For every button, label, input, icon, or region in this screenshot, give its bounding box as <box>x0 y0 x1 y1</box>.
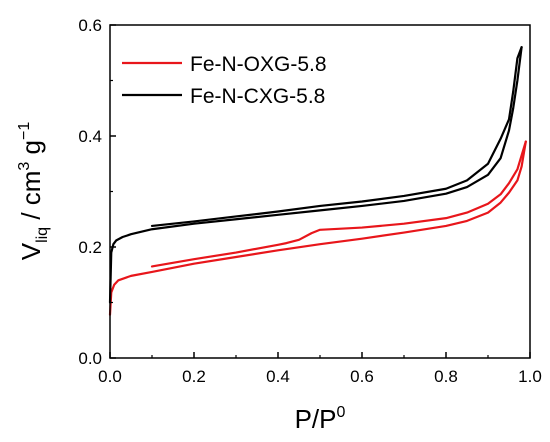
y-axis-title: Vliq / cm3 g−1 <box>16 122 51 261</box>
series-0-desorption-line <box>150 140 527 268</box>
x-tick-label: 0.4 <box>266 367 290 386</box>
y-tick-label: 0.2 <box>78 238 102 257</box>
y-tick-label: 0.6 <box>78 16 102 35</box>
y-axis-title-unit-sup: 3 <box>16 162 33 171</box>
series-0-adsorption-line <box>108 140 527 316</box>
ticks-layer: 0.0 0.2 0.4 0.6 0.8 1.0 0.0 0.2 0.4 0.6 <box>78 16 541 386</box>
y-axis-title-v: V <box>16 242 46 260</box>
x-tick-label: 0.8 <box>434 367 458 386</box>
legend: Fe-N-OXG-5.8 Fe-N-CXG-5.8 <box>122 53 327 108</box>
series-1-adsorption-line <box>108 46 523 304</box>
x-tick-label: 0.2 <box>182 367 206 386</box>
x-axis-title-sup: 0 <box>337 404 346 421</box>
x-axis-title-base: P/P <box>295 404 337 434</box>
y-axis-title-g-sup: −1 <box>16 122 33 140</box>
x-tick-label: 0.0 <box>98 367 122 386</box>
series-layer <box>108 46 527 316</box>
x-axis-title: P/P0 <box>295 404 346 434</box>
legend-label-fe-n-oxg: Fe-N-OXG-5.8 <box>190 53 327 76</box>
x-tick-label: 1.0 <box>518 367 542 386</box>
x-tick-label: 0.6 <box>350 367 374 386</box>
y-axis-title-v-sub: liq <box>34 227 51 243</box>
y-tick-label: 0.4 <box>78 127 102 146</box>
series-1-desorption-line <box>150 46 523 228</box>
y-tick-label: 0.0 <box>78 349 102 368</box>
y-axis-title-unit: / cm <box>16 171 46 227</box>
y-axis-title-g: g <box>16 140 46 162</box>
legend-label-fe-n-cxg: Fe-N-CXG-5.8 <box>190 85 325 108</box>
